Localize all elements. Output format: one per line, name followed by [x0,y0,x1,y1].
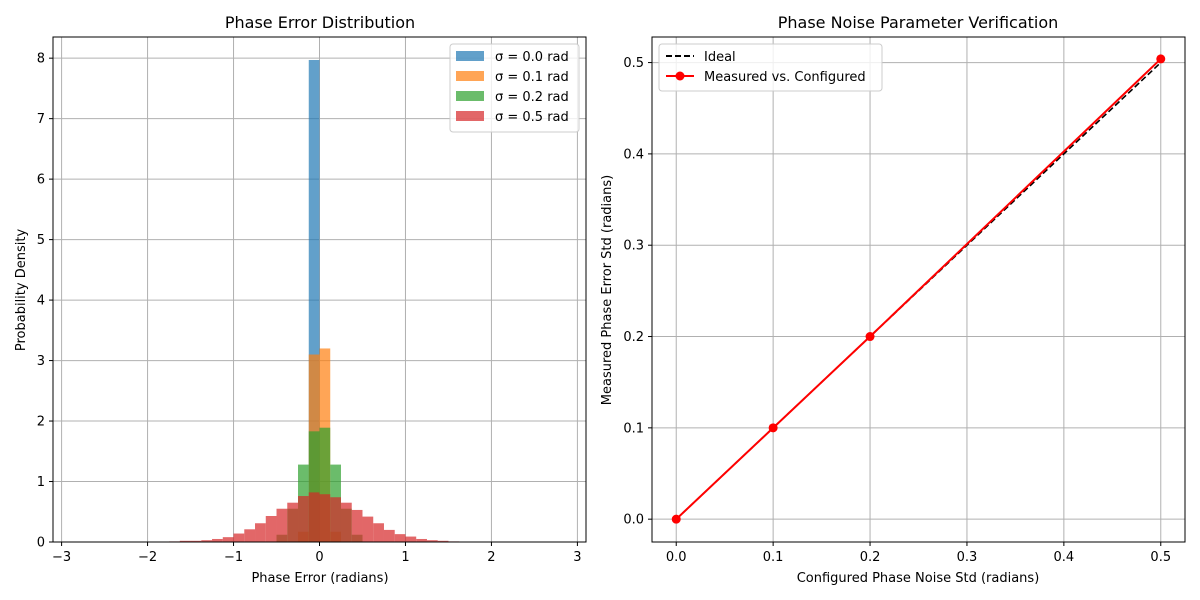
verification-title: Phase Noise Parameter Verification [778,13,1059,32]
histogram-y-tick-label: 8 [37,52,45,67]
histogram-y-tick-label: 2 [37,415,45,430]
verification-y-tick-label: 0.0 [623,513,644,528]
histogram-bar-series-3 [394,534,406,542]
verification-y-axis-label: Measured Phase Error Std (radians) [600,175,615,405]
verification-y-tick-label: 0.1 [623,421,644,436]
verification-legend-box [658,43,883,92]
histogram-bar-series-3 [255,523,266,542]
verification-plot-frame [651,36,1186,543]
histogram-bar-series-3 [351,509,363,542]
verification-x-tick-label: 0.4 [1054,550,1075,565]
histogram-y-axis-label: Probability Density [14,229,29,352]
histogram-x-tick-label: −3 [52,550,71,565]
histogram-title: Phase Error Distribution [225,13,415,32]
histogram-bar-series-3 [190,540,202,542]
histogram-x-tick-label: −2 [138,550,157,565]
histogram-y-tick-label: 6 [37,173,45,188]
histogram-bar-series-3 [179,540,191,542]
measured-point [671,514,681,524]
measured-point [1156,54,1166,64]
verification-ticks: 0.0 0.1 0.2 0.3 0.4 0.5 0.0 0.1 0.2 0.3 0.4 0.5 [623,56,1171,565]
verification-y-tick-label: 0.5 [623,56,644,71]
legend-label-sigma-0-0: σ = 0.0 rad [495,50,569,65]
histogram-bar-series-3 [201,540,213,542]
legend-swatch-sigma-0-1 [456,71,484,81]
histogram-bar-series-3 [340,502,352,542]
histogram-y-tick-label: 3 [37,354,45,369]
histogram-bar-series-3 [319,494,331,542]
histogram-y-tick-label: 5 [37,233,45,248]
histogram-x-axis-label: Phase Error (radians) [251,571,388,586]
measured-point [768,423,778,433]
verification-x-tick-label: 0.1 [763,550,784,565]
histogram-bar-series-3 [265,515,277,542]
histogram-bar-series-3 [373,523,384,542]
legend-swatch-sigma-0-2 [456,91,484,101]
histogram-bar-series-3 [330,497,341,542]
histogram-x-tick-label: 3 [573,550,581,565]
histogram-chart: Phase Error Distribution −3 −2 −1 0 1 2 3 0 1 2 3 4… [14,13,587,586]
legend-label-sigma-0-2: σ = 0.2 rad [495,90,569,105]
histogram-y-tick-label: 1 [37,475,45,490]
verification-lines [671,54,1166,524]
verification-x-tick-label: 0.3 [957,550,978,565]
histogram-bar-series-3 [276,508,288,542]
verification-y-tick-label: 0.2 [623,330,644,345]
histogram-bar-series-3 [222,537,234,542]
legend-swatch-sigma-0-5 [456,111,484,121]
histogram-bar-series-2 [319,427,331,542]
histogram-bar-series-3 [244,529,256,542]
histogram-bar-series-2 [308,431,320,542]
histogram-x-tick-label: 2 [487,550,495,565]
histogram-bar-series-3 [426,540,438,542]
histogram-bar-series-3 [383,529,395,542]
verification-x-axis-label: Configured Phase Noise Std (radians) [797,571,1040,586]
verification-x-tick-label: 0.5 [1150,550,1171,565]
histogram-bar-series-3 [405,536,417,542]
legend-label-sigma-0-5: σ = 0.5 rad [495,110,569,125]
histogram-bar-series-0 [308,59,320,543]
verification-chart: Phase Noise Parameter Verification 0.0 0.… [600,13,1186,586]
histogram-legend-box [449,43,580,133]
histogram-bars [169,59,460,543]
histogram-x-tick-label: 1 [401,550,409,565]
histogram-ticks: −3 −2 −1 0 1 2 3 0 1 2 3 4 5 6 7 8 [37,52,582,565]
verification-x-tick-label: 0.0 [666,550,687,565]
histogram-bar-series-3 [437,540,449,542]
legend-marker-measured [675,71,685,81]
verification-legend: Ideal Measured vs. Configured [658,43,883,92]
histogram-legend: σ = 0.0 rad σ = 0.1 rad σ = 0.2 rad σ = … [449,43,580,133]
histogram-bar-series-3 [362,516,374,542]
histogram-y-tick-label: 7 [37,112,45,127]
verification-y-tick-label: 0.4 [623,147,644,162]
histogram-bar-series-3 [416,538,427,542]
histogram-y-tick-label: 0 [37,536,45,551]
legend-label-ideal: Ideal [704,50,736,65]
legend-label-measured: Measured vs. Configured [704,70,866,85]
histogram-bar-series-3 [298,496,309,542]
measured-line [675,58,1162,520]
histogram-bar-series-3 [233,533,245,542]
histogram-x-tick-label: 0 [315,550,323,565]
verification-y-tick-label: 0.3 [623,239,644,254]
histogram-bar-series-3 [212,538,223,542]
verification-x-tick-label: 0.2 [860,550,881,565]
histogram-bar-series-3 [287,502,299,542]
legend-label-sigma-0-1: σ = 0.1 rad [495,70,569,85]
histogram-x-tick-label: −1 [224,550,243,565]
legend-swatch-sigma-0-0 [456,51,484,61]
histogram-bar-series-3 [308,492,320,542]
histogram-y-tick-label: 4 [37,294,45,309]
measured-point [865,332,875,342]
